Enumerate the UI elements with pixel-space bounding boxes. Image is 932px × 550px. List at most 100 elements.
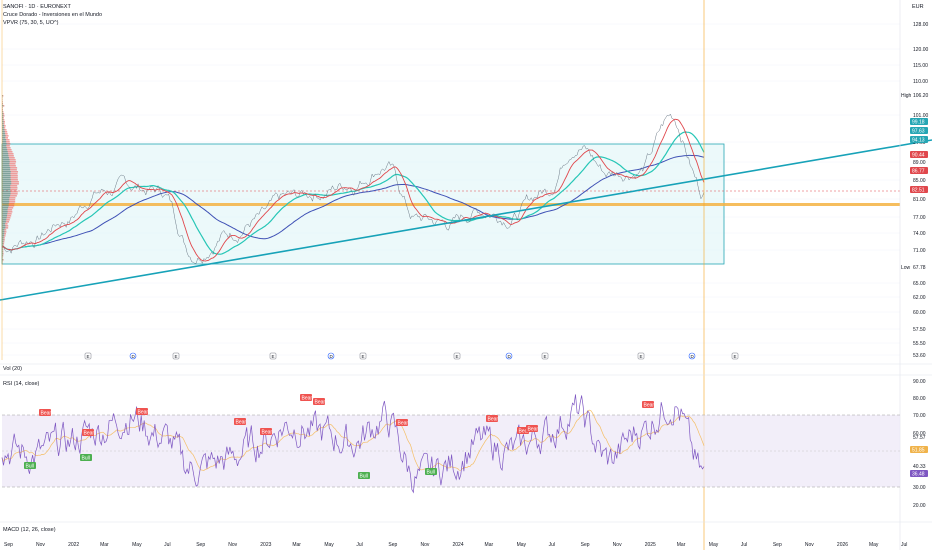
price-badge	[910, 127, 928, 134]
vp-bar-up	[2, 231, 5, 233]
vp-bar-up	[2, 259, 3, 261]
time-tick-label: 2026	[837, 542, 848, 548]
bear-tag	[260, 428, 272, 435]
vp-bar-up	[2, 121, 4, 123]
dividend-marker[interactable]	[129, 352, 137, 360]
rsi-tick-label: 20.00	[913, 503, 926, 509]
event-marker-label: E	[734, 354, 737, 359]
vp-bar-up	[2, 179, 11, 181]
time-tick-label: Nov	[36, 542, 45, 548]
vp-bar-up	[2, 239, 4, 241]
time-axis: Sep Nov 2022 Mar May Jul Sep Nov 2023 Mar May Jul Se…	[4, 542, 907, 548]
bear-tag-label: Bear	[236, 420, 247, 426]
indicator-title[interactable]: Cruce Dorado - Inversiones en el Mundo	[3, 12, 103, 18]
symbol-title[interactable]: SANOFI · 1D · EURONEXT	[3, 4, 71, 10]
vp-bar-up	[2, 163, 10, 165]
price-tick-label: 81.00	[913, 197, 926, 203]
vp-bar-up	[2, 221, 6, 223]
event-marker-label: D	[132, 354, 136, 359]
earnings-marker[interactable]	[453, 352, 461, 360]
bear-tag-label: Bear	[315, 400, 326, 406]
time-tick-label: Sep	[388, 542, 397, 548]
vp-bar-up	[2, 183, 12, 185]
rsi-line	[1, 394, 705, 494]
currency-label: EUR	[912, 4, 924, 10]
earnings-marker[interactable]	[359, 352, 367, 360]
bull-tag-label: Bull	[26, 464, 34, 470]
time-tick-label: Mar	[485, 542, 494, 548]
earnings-marker[interactable]	[637, 352, 645, 360]
dividend-marker[interactable]	[688, 352, 696, 360]
vp-bar-up	[2, 165, 10, 167]
time-tick-label: 2025	[645, 542, 656, 548]
vp-bar-up	[2, 161, 10, 163]
earnings-marker[interactable]	[731, 352, 739, 360]
vp-bar-up	[2, 217, 7, 219]
bear-tag-label: Bear	[302, 396, 313, 402]
price-tick-label: 85.00	[913, 178, 926, 184]
price-tick-label: 57.50	[913, 327, 926, 333]
bear-tag	[313, 398, 325, 405]
vp-bar-up	[2, 103, 3, 105]
ma-mid-line	[1, 131, 705, 255]
vp-bar-up	[2, 177, 11, 179]
vpvr-title[interactable]: VPVR (75, 30, 5, UO^)	[3, 20, 59, 26]
bull-tag-label: Bull	[82, 456, 90, 462]
vp-bar-up	[2, 245, 3, 247]
rsi-divergence-tags: BearBearBearBearBearBearBearBearBearBear…	[24, 394, 654, 480]
rsi-badge-label: 51.85	[912, 448, 925, 454]
bear-tag	[526, 425, 538, 432]
earnings-marker[interactable]	[84, 352, 92, 360]
rsi-badge-label: 36.48	[912, 472, 925, 478]
time-tick-label: Jul	[741, 542, 747, 548]
bear-tag	[642, 401, 654, 408]
rsi-panel-label[interactable]: RSI (14, close)	[3, 381, 40, 387]
price-badge-label: 99.18	[912, 120, 925, 126]
vp-bar-up	[2, 197, 10, 199]
bull-tag-label: Bull	[360, 474, 368, 480]
macd-panel-label[interactable]: MACD (12, 26, close)	[3, 527, 56, 533]
time-tick-label: May	[709, 542, 719, 548]
price-tick-label: 115.00	[913, 63, 928, 69]
price-badge	[910, 151, 928, 158]
bear-tag-label: Bear	[528, 427, 539, 433]
time-tick-label: Jul	[356, 542, 362, 548]
vp-bar-up	[2, 131, 5, 133]
vp-bar-up	[2, 143, 7, 145]
vp-bar-up	[2, 209, 8, 211]
time-tick-label: Jul	[901, 542, 907, 548]
rsi-axis: 90.0080.0070.0060.0057.5750.0040.3330.00…	[913, 379, 926, 509]
vp-bar-up	[2, 195, 11, 197]
price-badge	[910, 186, 928, 193]
vp-bar-up	[2, 187, 11, 189]
vp-bar-up	[2, 213, 8, 215]
bear-tag-label: Bear	[488, 417, 499, 423]
price-tick-label: 128.00	[913, 22, 929, 28]
earnings-marker[interactable]	[172, 352, 180, 360]
vp-bar-up	[2, 201, 10, 203]
price-tick-label: 53.60	[913, 353, 926, 359]
price-badge-label: 90.44	[912, 153, 925, 159]
time-tick-label: Nov	[805, 542, 814, 548]
ma-fast-line	[1, 118, 705, 262]
dividend-marker[interactable]	[327, 352, 335, 360]
bear-tag-label: Bear	[138, 410, 149, 416]
dividend-marker[interactable]	[505, 352, 513, 360]
earnings-marker[interactable]	[269, 352, 277, 360]
earnings-marker[interactable]	[541, 352, 549, 360]
vp-bar-up	[2, 253, 3, 255]
time-tick-label: Sep	[4, 542, 13, 548]
time-tick-label: Mar	[677, 542, 686, 548]
time-tick-label: Sep	[581, 542, 590, 548]
high-label: High	[901, 93, 912, 99]
vp-bar-up	[2, 251, 3, 253]
volume-panel-label[interactable]: Vol (20)	[3, 366, 22, 372]
vp-bar-up	[2, 175, 11, 177]
vp-bar-up	[2, 227, 6, 229]
price-badge-label: 86.77	[912, 169, 925, 175]
event-marker-label: E	[87, 354, 90, 359]
bear-tag-label: Bear	[644, 403, 655, 409]
vp-bar-up	[2, 127, 4, 129]
event-marker-label: E	[544, 354, 547, 359]
